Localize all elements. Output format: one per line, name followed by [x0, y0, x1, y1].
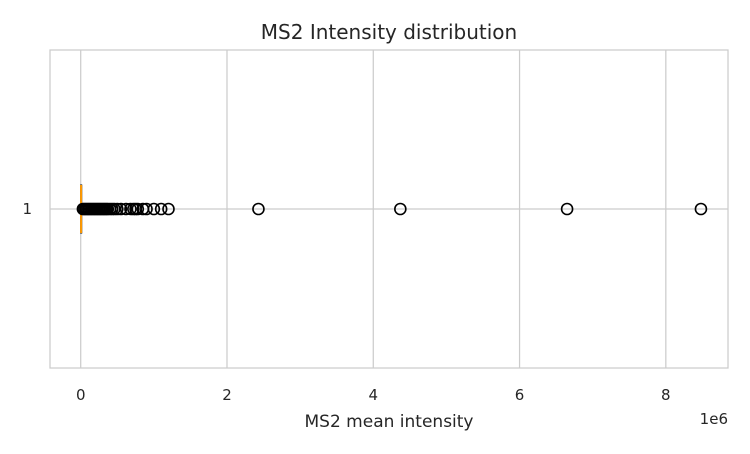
- outlier-point: [131, 202, 145, 216]
- outlier-point: [394, 202, 407, 216]
- plot-frame: [49, 49, 729, 369]
- x-tick-label: 0: [76, 386, 86, 404]
- outlier-point: [694, 202, 708, 216]
- outlier-point: [252, 202, 265, 216]
- outlier-point: [154, 202, 168, 216]
- y-tick-label: 1: [22, 200, 32, 218]
- x-tick-label: 2: [222, 386, 232, 404]
- x-tick-label: 6: [515, 386, 525, 404]
- outlier-point: [147, 202, 161, 216]
- outlier-point: [560, 202, 574, 216]
- y-tick-labels: 1: [22, 200, 32, 218]
- x-axis-offset-text: 1e6: [700, 410, 728, 428]
- x-tick-label: 4: [369, 386, 379, 404]
- outlier-point: [114, 202, 128, 216]
- x-tick-label: 8: [661, 386, 671, 404]
- outlier-points: [76, 202, 708, 216]
- outlier-point: [162, 202, 175, 216]
- outlier-point: [140, 202, 153, 216]
- chart-title: MS2 Intensity distribution: [261, 20, 517, 44]
- x-tick-labels: 0 2 4 6 8: [76, 386, 671, 404]
- x-axis-label: MS2 mean intensity: [305, 412, 474, 432]
- outlier-point: [110, 202, 124, 216]
